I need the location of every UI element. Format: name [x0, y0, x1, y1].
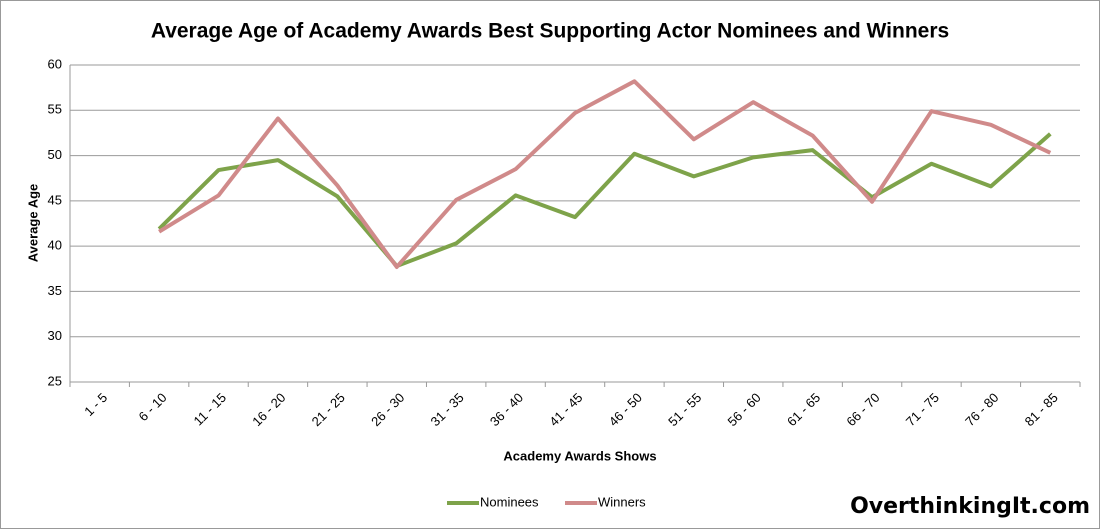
y-tick-label: 25 — [48, 373, 62, 388]
y-axis-title: Average Age — [25, 184, 40, 263]
watermark: OverthinkingIt.com — [850, 494, 1090, 519]
y-tick-label: 30 — [48, 328, 62, 343]
y-tick-label: 60 — [48, 56, 62, 71]
series-line — [157, 132, 1052, 269]
legend-label: Nominees — [480, 494, 539, 509]
y-tick-label: 45 — [48, 192, 62, 207]
legend-label: Winners — [598, 494, 646, 509]
y-tick-label: 35 — [48, 283, 62, 298]
y-tick-label: 50 — [48, 147, 62, 162]
y-tick-label: 55 — [48, 102, 62, 117]
y-tick-label: 40 — [48, 238, 62, 253]
chart-title: Average Age of Academy Awards Best Suppo… — [151, 20, 949, 43]
x-axis-title: Academy Awards Shows — [503, 448, 656, 463]
series-line — [158, 79, 1052, 269]
